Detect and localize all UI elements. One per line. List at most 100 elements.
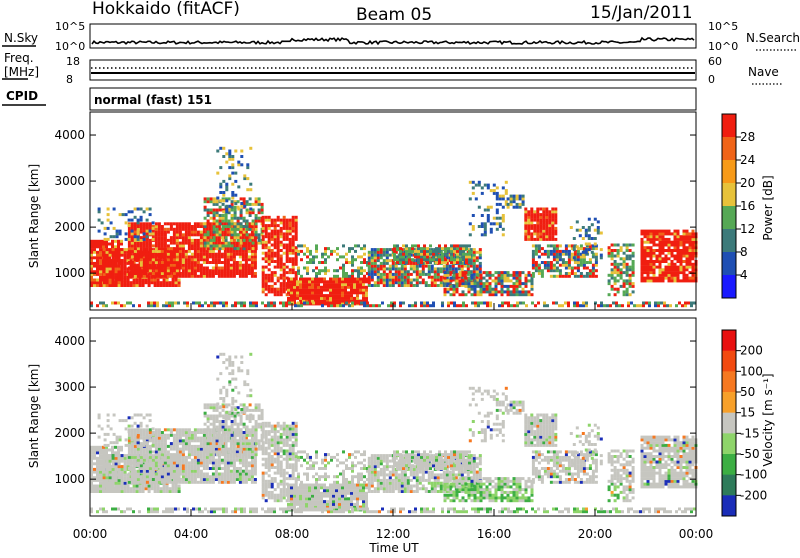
power-cell	[102, 302, 105, 305]
power-cell	[119, 230, 122, 233]
power-cell	[532, 253, 535, 256]
power-cell	[671, 232, 674, 235]
power-cell	[274, 221, 277, 224]
power-cell	[530, 216, 533, 219]
power-cell	[185, 239, 188, 242]
power-cell	[324, 302, 327, 305]
power-cell	[185, 228, 188, 231]
velocity-cell	[145, 485, 148, 488]
power-cell	[228, 166, 231, 169]
power-cell	[231, 172, 234, 175]
power-cell	[255, 302, 258, 305]
velocity-cell	[134, 464, 137, 467]
power-cell	[270, 304, 273, 307]
power-cell	[315, 255, 318, 258]
power-cell	[559, 244, 562, 247]
power-cell	[249, 211, 252, 214]
power-cell	[477, 302, 480, 305]
power-cell	[191, 253, 194, 256]
power-cell	[221, 242, 224, 245]
power-cell	[547, 250, 550, 253]
power-cell	[356, 286, 359, 289]
power-cell	[158, 253, 161, 256]
power-cell	[516, 206, 519, 209]
power-cell	[149, 255, 152, 258]
power-cell	[362, 286, 365, 289]
power-cell	[237, 208, 240, 211]
power-cell	[429, 244, 432, 247]
power-cell	[525, 277, 528, 280]
power-cell	[552, 302, 555, 305]
power-cell	[665, 238, 668, 241]
power-cell	[142, 281, 145, 284]
power-cell	[198, 304, 201, 307]
power-cell	[626, 282, 629, 285]
power-cell	[377, 259, 380, 262]
power-cell	[522, 271, 525, 274]
power-cell	[453, 261, 456, 264]
power-cell	[444, 250, 447, 253]
power-cell	[225, 188, 228, 191]
velocity-cell	[99, 476, 102, 479]
colorbar-segment	[722, 183, 736, 206]
power-cell	[224, 269, 227, 272]
power-cell	[179, 264, 182, 267]
power-cell	[389, 248, 392, 251]
power-cell	[395, 273, 398, 276]
power-cell	[416, 273, 419, 276]
power-cell	[131, 225, 134, 228]
power-cell	[149, 225, 152, 228]
power-cell	[215, 261, 218, 264]
power-cell	[335, 291, 338, 294]
power-cell	[689, 249, 692, 252]
power-cell	[292, 260, 295, 263]
power-cell	[677, 252, 680, 255]
power-cell	[164, 222, 167, 225]
power-cell	[495, 282, 498, 285]
power-cell	[219, 185, 222, 188]
power-cell	[450, 279, 453, 282]
velocity-cell	[149, 431, 152, 434]
velocity-cell	[146, 467, 149, 470]
power-cell	[167, 269, 170, 272]
power-cell	[318, 272, 321, 275]
power-cell	[289, 238, 292, 241]
power-cell	[335, 294, 338, 297]
velocity-cell	[146, 453, 149, 456]
power-cell	[279, 302, 282, 305]
power-cell	[321, 261, 324, 264]
velocity-cell	[149, 478, 152, 481]
power-cell	[535, 269, 538, 272]
power-cell	[262, 252, 265, 255]
power-cell	[674, 246, 677, 249]
power-cell	[225, 239, 228, 242]
power-cell	[219, 209, 222, 212]
power-cell	[480, 293, 483, 296]
velocity-cell	[164, 437, 167, 440]
power-cell	[290, 297, 293, 300]
power-cell	[377, 265, 380, 268]
power-cell	[295, 221, 298, 224]
power-cell	[345, 253, 348, 256]
power-cell	[248, 267, 251, 270]
power-cell	[194, 264, 197, 267]
power-cell	[363, 302, 366, 305]
power-cell	[192, 302, 195, 305]
power-cell	[629, 274, 632, 277]
velocity-cell	[124, 490, 127, 493]
power-cell	[681, 304, 684, 307]
power-cell	[128, 247, 131, 250]
power-cell	[128, 275, 131, 278]
power-cell	[258, 209, 261, 212]
power-cell	[161, 269, 164, 272]
power-cell	[120, 240, 123, 243]
power-cell	[137, 219, 140, 222]
power-cell	[191, 269, 194, 272]
power-cell	[215, 255, 218, 258]
power-cell	[338, 280, 341, 283]
power-cell	[630, 302, 633, 305]
power-cell	[191, 228, 194, 231]
power-cell	[237, 220, 240, 223]
power-cell	[674, 266, 677, 269]
power-cell	[228, 155, 231, 158]
